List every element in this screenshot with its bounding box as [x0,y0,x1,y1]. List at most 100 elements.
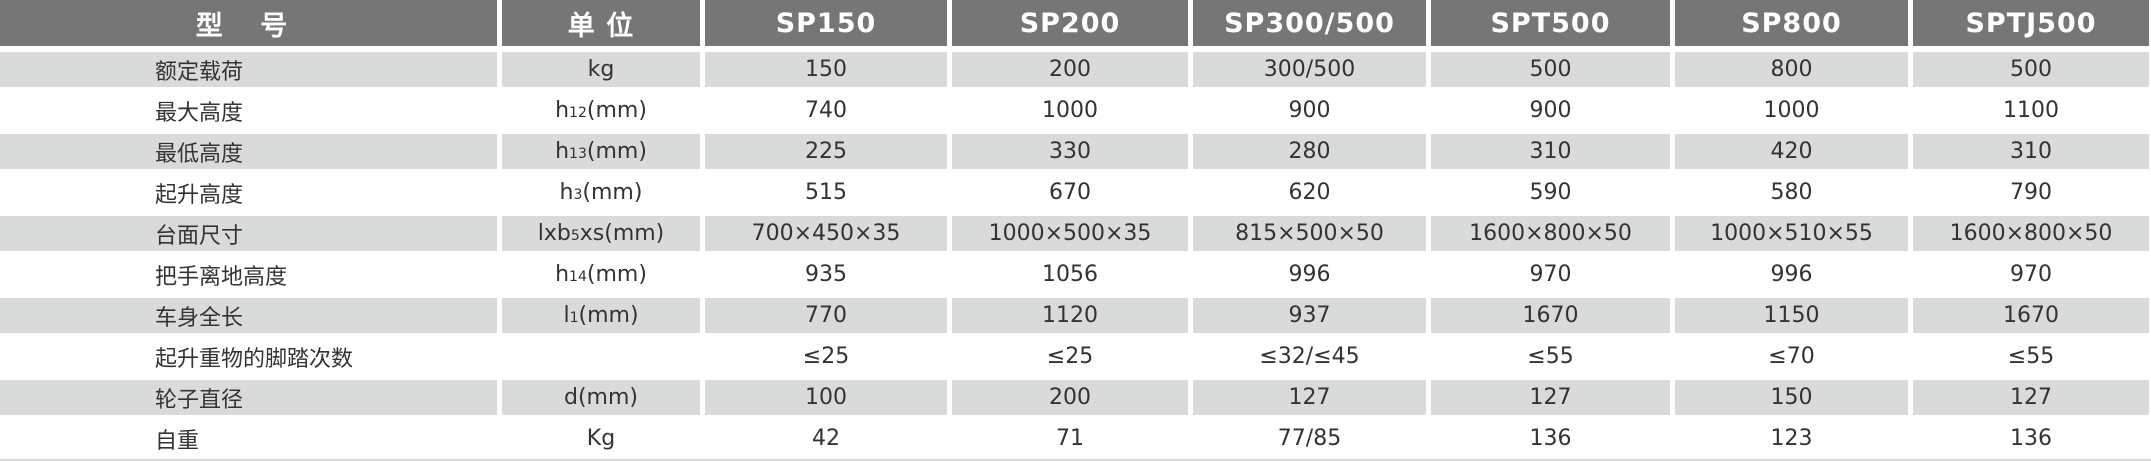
unit-base: h [559,180,574,205]
header-model-name: SPT500 [1431,0,1670,46]
row-value: 970 [1913,254,2149,295]
unit-rest: (mm) [586,262,647,287]
row-unit: h 3 (mm) [502,172,700,213]
unit-rest: xs(mm) [579,221,665,246]
header-unit: 单 位 [502,0,700,46]
header-model-name: SP300/500 [1193,0,1426,46]
row-value: 100 [705,377,947,418]
row-value: ≤25 [705,336,947,377]
row-label: 最低高度 [0,131,497,172]
row-value: 77/85 [1193,418,1426,459]
unit-subscript: 5 [570,227,580,244]
row-unit [502,336,700,377]
unit-subscript: 12 [569,104,587,121]
row-unit: lxb 5 xs(mm) [502,213,700,254]
unit-base: h [555,98,570,123]
row-value: 770 [705,295,947,336]
row-value: ≤55 [1431,336,1670,377]
row-value: 127 [1193,377,1426,418]
row-value: 935 [705,254,947,295]
row-unit: d (mm) [502,377,700,418]
row-value: 996 [1193,254,1426,295]
row-value: ≤70 [1675,336,1908,377]
row-value: 200 [952,49,1188,90]
row-value: 800 [1675,49,1908,90]
row-value: 937 [1193,295,1426,336]
row-value: 1000 [1675,90,1908,131]
row-label: 轮子直径 [0,377,497,418]
row-value: 996 [1675,254,1908,295]
bottom-divider [0,459,2151,461]
header-model-name: SPTJ500 [1913,0,2149,46]
row-value: 1600×800×50 [1431,213,1670,254]
row-label: 台面尺寸 [0,213,497,254]
unit-base: kg [587,57,615,82]
unit-base: lxb [537,221,571,246]
row-value: 1056 [952,254,1188,295]
row-value: 1120 [952,295,1188,336]
unit-subscript: 14 [569,268,587,285]
row-value: 42 [705,418,947,459]
row-value: 590 [1431,172,1670,213]
row-value: 815×500×50 [1193,213,1426,254]
row-label: 起升高度 [0,172,497,213]
row-value: 900 [1193,90,1426,131]
header-model-name: SP200 [952,0,1188,46]
row-label: 额定载荷 [0,49,497,90]
unit-subscript: 3 [573,186,583,203]
unit-rest: (mm) [586,139,647,164]
row-value: 670 [952,172,1188,213]
row-value: 310 [1913,131,2149,172]
row-value: 500 [1431,49,1670,90]
row-value: 300/500 [1193,49,1426,90]
row-value: 123 [1675,418,1908,459]
row-value: 310 [1431,131,1670,172]
row-value: 127 [1431,377,1670,418]
row-value: 1100 [1913,90,2149,131]
row-label: 自重 [0,418,497,459]
row-value: 515 [705,172,947,213]
unit-base: h [555,262,570,287]
header-model-name: SP800 [1675,0,1908,46]
row-value: ≤25 [952,336,1188,377]
row-value: 900 [1431,90,1670,131]
row-unit: l 1 (mm) [502,295,700,336]
row-value: 1600×800×50 [1913,213,2149,254]
unit-base: l [563,303,570,328]
unit-rest: (mm) [582,180,643,205]
row-value: 330 [952,131,1188,172]
row-unit: h 12 (mm) [502,90,700,131]
row-value: 1670 [1913,295,2149,336]
row-label: 把手离地高度 [0,254,497,295]
row-value: 1000×500×35 [952,213,1188,254]
unit-subscript: 1 [569,309,579,326]
header-model-name: SP150 [705,0,947,46]
row-value: 225 [705,131,947,172]
row-value: 280 [1193,131,1426,172]
row-label: 起升重物的脚踏次数 [0,336,497,377]
row-value: 150 [705,49,947,90]
header-model: 型 号 [0,0,497,46]
unit-rest: (mm) [586,98,647,123]
row-label: 车身全长 [0,295,497,336]
row-value: 71 [952,418,1188,459]
row-value: 200 [952,377,1188,418]
row-value: 136 [1913,418,2149,459]
row-unit: h 13 (mm) [502,131,700,172]
unit-subscript: 13 [569,145,587,162]
row-value: 970 [1431,254,1670,295]
row-value: 790 [1913,172,2149,213]
row-value: ≤55 [1913,336,2149,377]
row-value: 700×450×35 [705,213,947,254]
row-value: 150 [1675,377,1908,418]
row-value: 1000×510×55 [1675,213,1908,254]
row-unit: kg [502,49,700,90]
row-unit: Kg [502,418,700,459]
row-value: 620 [1193,172,1426,213]
row-value: 1670 [1431,295,1670,336]
row-label: 最大高度 [0,90,497,131]
row-value: ≤32/≤45 [1193,336,1426,377]
unit-base: d [564,385,578,410]
row-value: 580 [1675,172,1908,213]
